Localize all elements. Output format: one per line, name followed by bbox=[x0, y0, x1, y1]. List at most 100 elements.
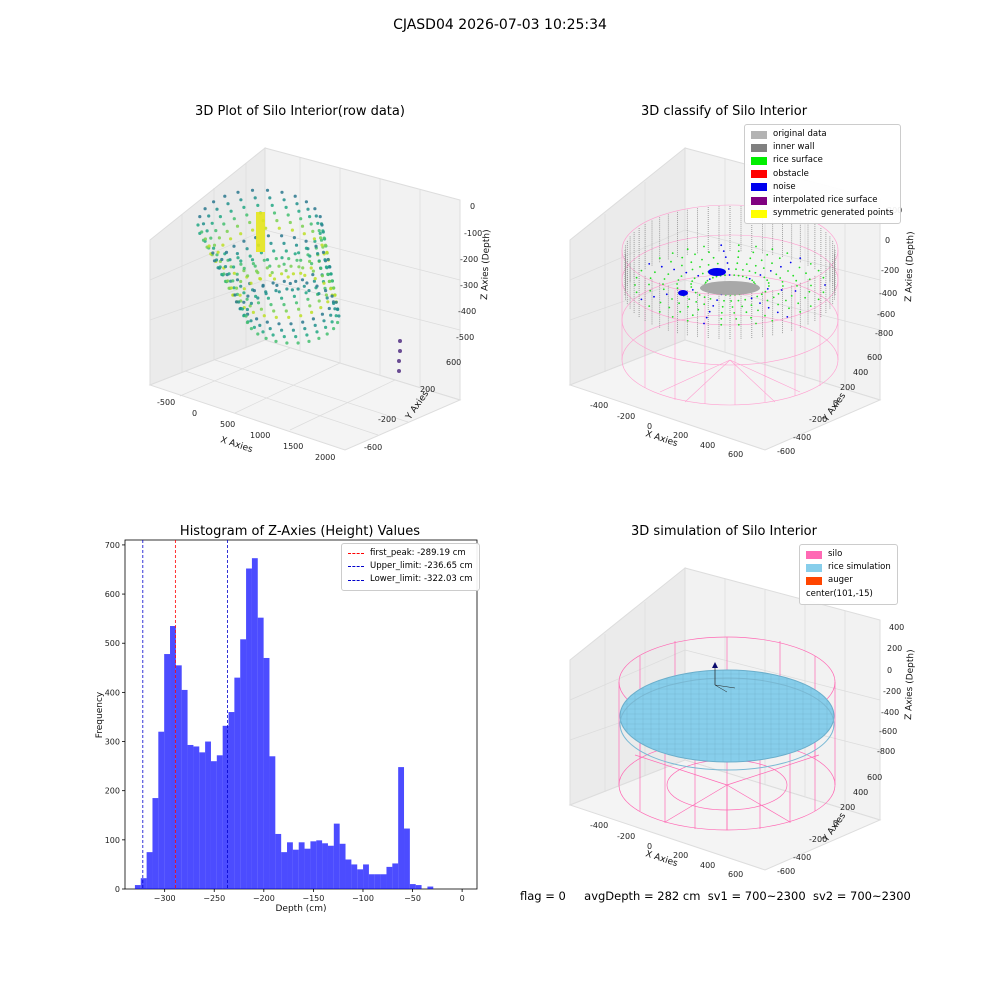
x-tick: −150 bbox=[302, 889, 324, 903]
x-tick: −100 bbox=[352, 889, 374, 903]
y-tick: 300 bbox=[105, 738, 125, 747]
histogram-bar bbox=[409, 884, 416, 889]
classify-legend: original data inner wall rice surface ob… bbox=[744, 124, 901, 225]
y-tick: 500 bbox=[105, 639, 125, 648]
simulation-legend: silo rice simulation auger center(101,-1… bbox=[799, 544, 898, 605]
legend-label: center(101,-15) bbox=[806, 588, 873, 599]
histogram-bar bbox=[246, 568, 252, 889]
classify-y-ticks: -600 -400 -200 0 200 400 600 bbox=[777, 353, 882, 456]
z-tick: 0 bbox=[885, 236, 890, 245]
y-tick: -600 bbox=[777, 867, 795, 876]
classify-noise-cluster bbox=[678, 268, 760, 296]
classify-x-ticks: -400 -200 0 200 400 600 bbox=[590, 401, 743, 459]
legend-label: first_peak: -289.19 cm bbox=[370, 548, 466, 558]
sv2-readout: sv2 = 700~2300 bbox=[812, 889, 911, 903]
x-tick: -200 bbox=[617, 832, 635, 841]
y-tick: 200 bbox=[840, 383, 855, 392]
avg-depth-readout: avgDepth = 282 cm bbox=[584, 889, 701, 903]
histogram-bar bbox=[257, 617, 264, 889]
y-tick: 400 bbox=[853, 368, 868, 377]
histogram-bars bbox=[134, 558, 434, 889]
legend-swatch bbox=[348, 579, 364, 581]
z-tick: -800 bbox=[875, 329, 893, 338]
y-tick: 400 bbox=[853, 788, 868, 797]
raw-z-ticks: 0 -100 -200 -300 -400 -500 bbox=[456, 202, 482, 342]
histogram-bar bbox=[327, 845, 334, 889]
x-tick: 600 bbox=[728, 450, 743, 459]
x-tick: 0 bbox=[192, 409, 197, 418]
histogram-bar bbox=[292, 849, 299, 889]
legend-swatch bbox=[751, 183, 767, 192]
z-tick: 200 bbox=[887, 644, 902, 653]
legend-label: interpolated rice surface bbox=[773, 195, 878, 206]
histogram-bar bbox=[380, 874, 387, 889]
histogram-bar bbox=[333, 823, 340, 889]
y-tick: 0 bbox=[833, 819, 838, 828]
histogram-bar bbox=[427, 886, 434, 889]
flag-readout: flag = 0 bbox=[520, 889, 566, 903]
svg-text:300: 300 bbox=[105, 738, 120, 747]
histogram-bar bbox=[187, 744, 194, 889]
legend-label: symmetric generated points bbox=[773, 208, 894, 219]
simulation-x-ticks: -400 -200 0 200 400 600 bbox=[590, 821, 743, 879]
histogram-bar bbox=[298, 842, 305, 889]
raw-x-ticks: -500 0 500 1000 1500 2000 bbox=[157, 398, 335, 460]
z-tick: -100 bbox=[464, 229, 482, 238]
raw-outlier-points bbox=[397, 339, 402, 373]
histogram-bar bbox=[415, 885, 422, 889]
x-tick: −250 bbox=[203, 889, 225, 903]
legend-swatch bbox=[751, 196, 767, 205]
histogram-bar bbox=[152, 798, 159, 889]
simulation-3d-plot: -400 -200 0 200 400 600 X Axies -600 -40… bbox=[568, 566, 916, 879]
legend-entry: inner wall bbox=[751, 141, 894, 154]
legend-entry: silo bbox=[806, 548, 891, 561]
histogram-bar bbox=[363, 864, 369, 889]
sv1-readout: sv1 = 700~2300 bbox=[707, 889, 806, 903]
y-tick: 200 bbox=[105, 787, 125, 796]
z-tick: -800 bbox=[877, 747, 895, 756]
svg-text:−100: −100 bbox=[352, 894, 374, 903]
y-tick: 200 bbox=[840, 803, 855, 812]
y-tick: -400 bbox=[793, 853, 811, 862]
legend-swatch bbox=[751, 143, 767, 152]
y-tick: 600 bbox=[867, 773, 882, 782]
legend-entry: rice surface bbox=[751, 154, 894, 167]
y-tick: 0 bbox=[115, 885, 125, 894]
histogram-bar bbox=[281, 852, 288, 889]
histogram-bar bbox=[170, 626, 176, 889]
y-tick: -400 bbox=[793, 433, 811, 442]
svg-text:−50: −50 bbox=[404, 894, 421, 903]
raw-point-cloud bbox=[196, 188, 341, 345]
legend-swatch bbox=[348, 566, 364, 568]
histogram-bar bbox=[240, 639, 247, 889]
z-tick: 0 bbox=[470, 202, 475, 211]
x-tick: 0 bbox=[647, 842, 652, 851]
histogram-bar bbox=[199, 752, 206, 889]
svg-text:−300: −300 bbox=[154, 894, 176, 903]
legend-entry: auger bbox=[806, 574, 891, 587]
histogram-bar bbox=[368, 874, 375, 889]
z-tick: -200 bbox=[883, 687, 901, 696]
raw-x-label: X Axies bbox=[219, 435, 254, 455]
y-tick: 700 bbox=[105, 541, 125, 550]
x-tick: −50 bbox=[404, 889, 421, 903]
svg-text:0: 0 bbox=[115, 885, 120, 894]
z-tick: -600 bbox=[879, 727, 897, 736]
histogram-bar bbox=[193, 746, 200, 889]
histogram-bar bbox=[404, 828, 410, 889]
legend-label: inner wall bbox=[773, 142, 815, 153]
histogram-title: Histogram of Z-Axies (Height) Values bbox=[179, 524, 421, 539]
y-tick: 0 bbox=[833, 399, 838, 408]
simulation-rice-surface bbox=[619, 669, 835, 771]
legend-label: noise bbox=[773, 181, 796, 192]
svg-text:600: 600 bbox=[105, 590, 120, 599]
histogram-bar bbox=[287, 842, 293, 889]
histogram-bar bbox=[146, 852, 153, 889]
legend-swatch bbox=[751, 209, 767, 218]
legend-swatch bbox=[751, 170, 767, 179]
legend-label: original data bbox=[773, 129, 827, 139]
histogram-bar bbox=[386, 866, 393, 889]
simulation-z-label: Z Axies (Depth) bbox=[904, 649, 916, 720]
histogram-bar bbox=[158, 731, 165, 889]
y-tick: 600 bbox=[105, 590, 125, 599]
